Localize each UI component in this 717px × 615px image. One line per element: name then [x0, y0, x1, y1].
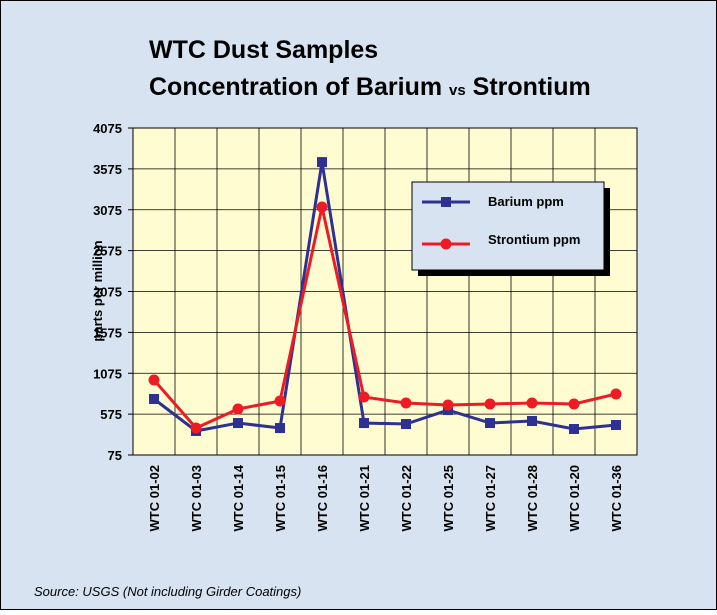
title-line2: Concentration of Barium vs Strontium: [149, 73, 591, 101]
marker: [441, 197, 451, 207]
legend-label: Barium ppm: [488, 194, 564, 209]
marker: [316, 201, 328, 213]
y-tick-label: 2075: [93, 285, 122, 300]
legend-label: Strontium ppm: [488, 232, 580, 247]
y-tick-label: 2575: [93, 244, 122, 259]
title-part: Strontium: [473, 73, 591, 101]
x-tick-label: WTC 01-28: [525, 465, 540, 531]
legend: [411, 181, 605, 271]
marker: [610, 388, 622, 400]
marker: [484, 398, 496, 410]
marker: [233, 418, 243, 429]
x-tick-label: WTC 01-03: [189, 465, 204, 531]
plot: 75 575 1075 1575 2075 2575 3075 3575 4075 WTC 01-…: [93, 121, 637, 531]
marker: [401, 419, 411, 430]
title-line1: WTC Dust Samples: [149, 36, 378, 64]
series-line: [153, 161, 617, 433]
y-tick-label: 4075: [93, 121, 122, 136]
x-tick-label: WTC 01-15: [273, 465, 288, 531]
title: WTC Dust Samples Concentration of Barium…: [149, 36, 591, 101]
x-tick-label: WTC 01-16: [315, 465, 330, 531]
x-tick-label: WTC 01-02: [147, 465, 162, 531]
marker: [442, 399, 454, 411]
source: Source: USGS (Not including Girder Coati…: [34, 584, 301, 599]
y-tick-label: 1075: [93, 366, 122, 381]
marker: [611, 419, 621, 430]
marker: [526, 397, 538, 409]
y-axis-label: parts per million: [90, 240, 105, 341]
marker: [274, 395, 286, 407]
marker: [400, 397, 412, 409]
marker: [275, 423, 285, 434]
x-tick-label: WTC 01-20: [567, 465, 582, 531]
y-tick-label: 1575: [93, 325, 122, 340]
marker: [190, 422, 202, 434]
marker: [485, 418, 495, 429]
title-part: Concentration of Barium: [149, 73, 442, 101]
x-tick-label: WTC 01-27: [483, 465, 498, 531]
x-tick-label: WTC 01-21: [357, 465, 372, 531]
x-tick-label: WTC 01-14: [231, 464, 246, 531]
marker: [148, 374, 160, 386]
y-tick-label: 75: [108, 448, 122, 463]
marker: [149, 394, 159, 405]
x-tick-label: WTC 01-36: [609, 465, 624, 531]
y-tick-label: 575: [100, 407, 122, 422]
marker: [568, 398, 580, 410]
marker: [527, 415, 537, 426]
x-tick-label: WTC 01-25: [441, 465, 456, 531]
marker: [359, 418, 369, 429]
title-part: vs: [449, 82, 466, 99]
marker: [232, 403, 244, 415]
series-line: [152, 206, 617, 430]
x-tick-label: WTC 01-22: [399, 465, 414, 531]
marker: [440, 238, 452, 250]
marker: [569, 424, 579, 435]
marker: [358, 391, 370, 403]
marker: [317, 157, 327, 168]
y-tick-label: 3075: [93, 203, 122, 218]
y-tick-label: 3575: [93, 162, 122, 177]
